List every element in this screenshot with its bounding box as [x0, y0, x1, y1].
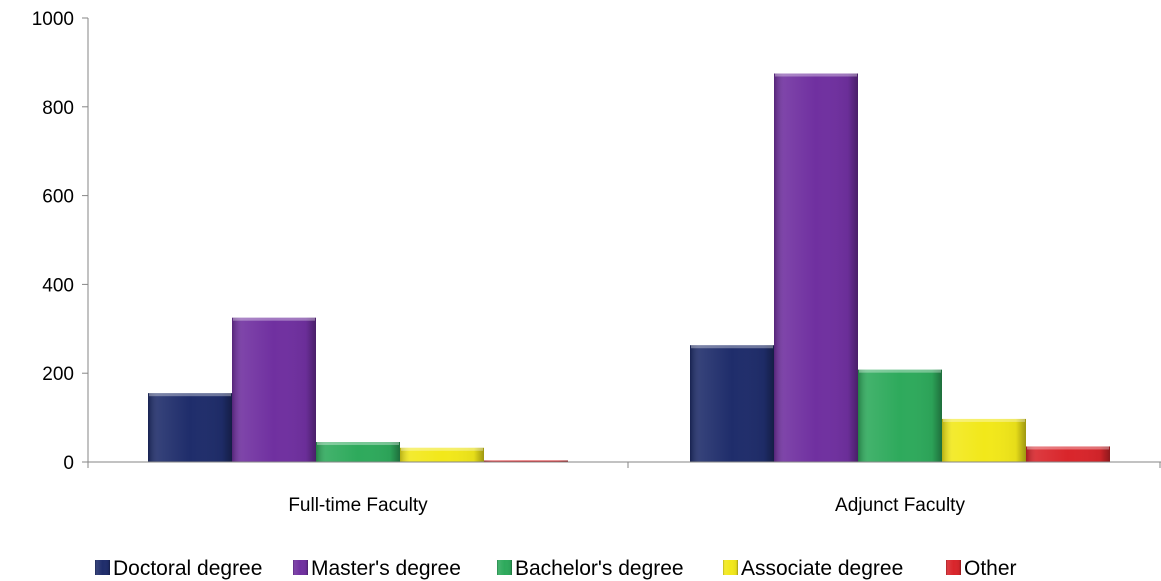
- bar-shading: [858, 369, 942, 462]
- bar-highlight: [1027, 446, 1109, 450]
- bar: [232, 317, 316, 462]
- legend-label: Master's degree: [311, 557, 461, 580]
- y-tick-label: 800: [42, 98, 74, 119]
- bar-shading: [774, 73, 858, 462]
- legend-item: Associate degree: [723, 557, 903, 580]
- legend-item: Bachelor's degree: [497, 557, 684, 580]
- bar-shading: [690, 345, 774, 462]
- y-tick-label: 1000: [32, 9, 74, 30]
- bar-shading: [148, 393, 232, 462]
- y-tick-label: 0: [63, 453, 74, 474]
- bar-shading: [484, 460, 568, 462]
- legend-label: Bachelor's degree: [515, 557, 684, 580]
- bar: [858, 369, 942, 462]
- legend-swatch-shading: [95, 560, 110, 575]
- plot-area: 0 200 400 600 800 1000 Full-time Faculty Adjun…: [32, 9, 1161, 516]
- legend-label: Other: [964, 557, 1017, 580]
- axes: [87, 18, 1161, 468]
- y-tick-label: 400: [42, 275, 74, 296]
- y-tick-label: 600: [42, 187, 74, 208]
- bar-highlight: [149, 393, 231, 397]
- bar-highlight: [317, 442, 399, 446]
- legend: Doctoral degree Master's degree Bachelor's…: [95, 557, 1017, 580]
- bar: [1026, 446, 1110, 462]
- bar: [484, 460, 568, 462]
- legend-label: Doctoral degree: [113, 557, 262, 580]
- legend-item: Doctoral degree: [95, 557, 262, 580]
- x-category-label: Adjunct Faculty: [835, 495, 965, 516]
- bar-shading: [316, 442, 400, 462]
- legend-swatch-shading: [497, 560, 512, 575]
- y-axis: 0 200 400 600 800 1000: [32, 9, 88, 474]
- bar-highlight: [775, 73, 857, 77]
- bar: [690, 345, 774, 462]
- bar-shading: [1026, 446, 1110, 462]
- bar: [400, 447, 484, 462]
- bar-highlight: [233, 317, 315, 321]
- bar: [148, 393, 232, 462]
- bar-shading: [942, 418, 1026, 462]
- bar: [774, 73, 858, 462]
- bar-highlight: [401, 447, 483, 451]
- legend-item: Master's degree: [293, 557, 461, 580]
- legend-swatch-shading: [723, 560, 738, 575]
- legend-item: Other: [946, 557, 1017, 580]
- bars: [148, 73, 1110, 462]
- y-tick-label: 200: [42, 364, 74, 385]
- bar-shading: [400, 447, 484, 462]
- bar: [942, 418, 1026, 462]
- x-axis-labels: Full-time Faculty Adjunct Faculty: [288, 495, 965, 516]
- bar: [316, 442, 400, 462]
- bar-highlight: [943, 418, 1025, 422]
- bar-highlight: [691, 345, 773, 349]
- legend-swatch-shading: [946, 560, 961, 575]
- legend-swatch-shading: [293, 560, 308, 575]
- bar-shading: [232, 317, 316, 462]
- bar-highlight: [859, 369, 941, 373]
- legend-label: Associate degree: [741, 557, 903, 580]
- x-category-label: Full-time Faculty: [288, 495, 428, 516]
